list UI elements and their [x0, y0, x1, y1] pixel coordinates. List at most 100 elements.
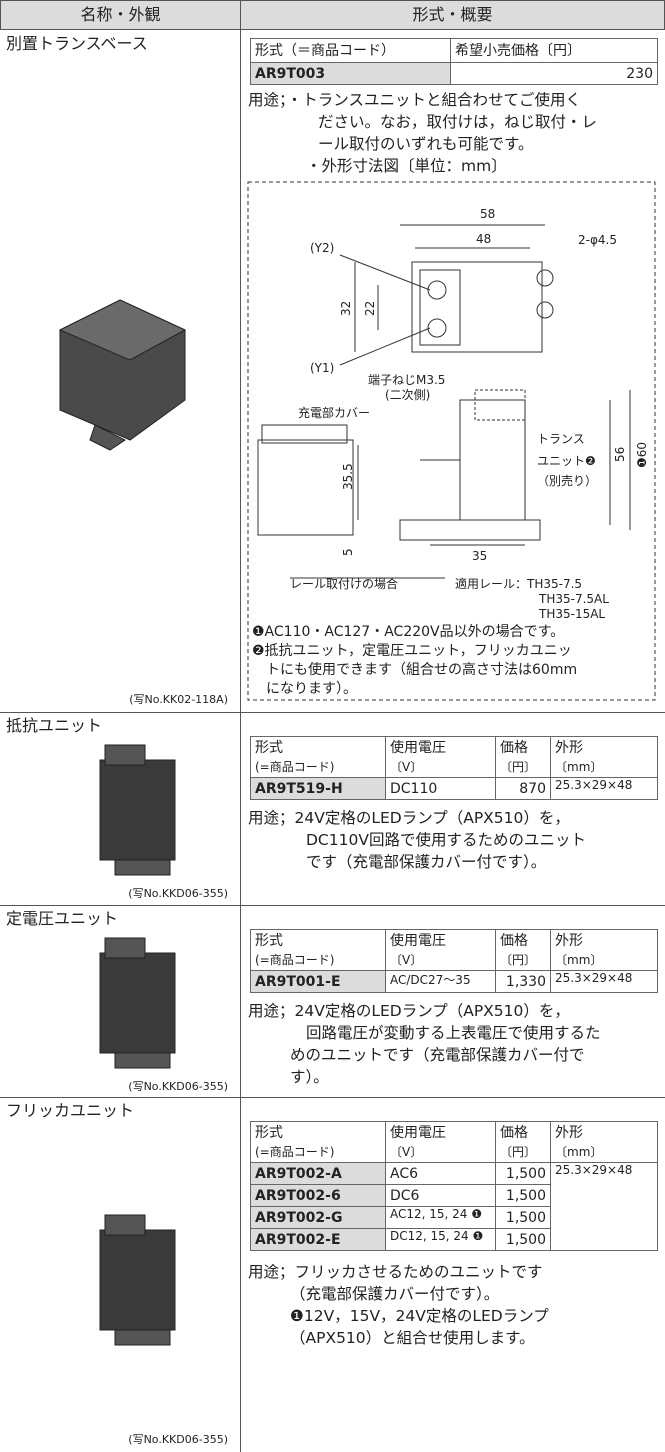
table-cell: 25.3×29×48	[550, 1162, 658, 1251]
usage-line: です（充電部保護カバー付です）。	[306, 853, 547, 871]
header-cell: 外形〔mm〕	[550, 929, 658, 971]
usage-line: 用途；24V定格のLEDランプ（APX510）を，	[248, 809, 570, 827]
dim-label: 適用レール：TH35-7.5	[455, 576, 582, 591]
spec-table: 形式 (=商品コード) 使用電圧 〔V〕 価格 〔円〕 外形 〔mm〕 AR9T519-H DC1…	[250, 736, 658, 800]
dim-label: TH35-15AL	[538, 607, 605, 621]
header-text: (=商品コード)	[255, 760, 335, 774]
dim-label: 端子ねじM3.5	[368, 373, 445, 387]
table-cell: AC6	[385, 1162, 496, 1185]
header-cell: 形式（＝商品コード）	[250, 38, 451, 63]
table-cell: AR9T002-E	[250, 1228, 386, 1251]
row-divider	[0, 905, 665, 906]
header-text: 外形	[555, 933, 583, 949]
table-cell: 25.3×29×48	[550, 970, 658, 993]
header-row: 形式 (=商品コード) 使用電圧 〔V〕 価格 〔円〕 外形 〔mm〕	[250, 929, 658, 971]
data-row: AR9T002-E DC12, 15, 24 ❶ 1,500	[250, 1228, 658, 1251]
dim-label: （別売り）	[537, 473, 597, 488]
usage-line: ・外形寸法図〔単位：mm〕	[306, 157, 507, 175]
table-cell: AC12, 15, 24 ❶	[385, 1206, 496, 1229]
header-col2: 形式・概要	[240, 0, 665, 30]
note-line: になります）。	[266, 681, 357, 697]
photo-caption: (写No.KKD06-355)	[128, 1433, 228, 1446]
photo	[99, 744, 176, 876]
header-text: 〔mm〕	[555, 760, 603, 774]
dim-label: (二次側)	[385, 388, 430, 402]
row-divider	[0, 712, 665, 713]
diagram-labels: 58 48 2-φ4.5 (Y2) 32 22 (Y1) 端子ねじM3.5 (二…	[290, 207, 649, 621]
item-name: 別置トランスベース	[6, 34, 148, 53]
column-divider	[240, 30, 241, 1452]
header-col1: 名称・外観	[0, 0, 241, 30]
dim-label: ❶60	[635, 442, 649, 468]
usage-line: ださい。なお，取付けは，ねじ取付・レ	[318, 113, 598, 131]
usage-line: （充電部保護カバー付です）。	[290, 1285, 500, 1303]
header-cell: 希望小売価格〔円〕	[450, 38, 658, 63]
data-row: AR9T003 230	[250, 62, 658, 85]
usage-line: （APX510）と組合せ使用します。	[290, 1329, 535, 1347]
note-line: ❷抵抗ユニット，定電圧ユニット，フリッカユニッ	[252, 643, 572, 659]
dim-label: TH35-7.5AL	[538, 592, 609, 606]
dim-label: 充電部カバー	[298, 405, 370, 420]
data-row: AR9T001-E AC/DC27～35 1,330 25.3×29×48	[250, 970, 658, 993]
photo-caption: (写No.KKD06-355)	[128, 887, 228, 900]
table-cell: DC6	[385, 1184, 496, 1207]
header-text: 形式	[255, 740, 283, 756]
header-text: 形式	[255, 933, 283, 949]
header-text: (=商品コード)	[255, 953, 335, 967]
note-line: ❶AC110・AC127・AC220V品以外の場合です。	[252, 624, 565, 640]
dim-label: 22	[363, 301, 377, 316]
header-text: 〔mm〕	[555, 953, 603, 967]
usage-line: 回路電圧が変動する上表電圧で使用するた	[306, 1024, 601, 1042]
table-cell: 1,500	[495, 1206, 551, 1229]
header-text: 希望小売価格〔円〕	[455, 43, 581, 59]
header-text: 〔V〕	[390, 953, 423, 967]
header-text: 〔円〕	[500, 1145, 537, 1159]
usage-line: す）。	[290, 1068, 329, 1086]
table-cell: DC12, 15, 24 ❶	[385, 1228, 496, 1251]
header-cell: 価格 〔円〕	[495, 1121, 551, 1163]
header-cell: 使用電圧〔V〕	[385, 1121, 496, 1163]
row-divider	[0, 1097, 665, 1098]
header-cell: 形式 (=商品コード)	[250, 929, 386, 971]
header-row: 形式 (=商品コード) 使用電圧 〔V〕 価格 〔円〕 外形 〔mm〕	[250, 1121, 658, 1163]
photo-caption: (写No.KK02-118A)	[129, 693, 228, 706]
table-cell: AR9T519-H	[250, 777, 386, 800]
header-cell: 形式 (=商品コード)	[250, 1121, 386, 1163]
data-row: AR9T519-H DC110 870 25.3×29×48	[250, 777, 658, 800]
usage-line: ❶12V，15V，24V定格のLEDランプ	[290, 1307, 549, 1325]
usage-line: ール取付のいずれも可能です。	[318, 135, 534, 153]
table-cell: DC110	[385, 777, 496, 800]
item-name: 抵抗ユニット	[6, 716, 103, 735]
data-row: AR9T002-A AC6 1,500 25.3×29×48	[250, 1162, 658, 1251]
usage-line: 用途；24V定格のLEDランプ（APX510）を，	[248, 1002, 570, 1020]
photo	[99, 937, 176, 1069]
header-text: 価格	[500, 740, 528, 756]
note-line: トにも使用できます（組合せの高さ寸法は60mm	[266, 662, 578, 678]
header-text: 使用電圧	[390, 933, 446, 949]
table-cell: 1,500	[495, 1162, 551, 1185]
header-text: 価格	[500, 933, 528, 949]
header-text: (=商品コード)	[255, 1145, 335, 1159]
table-cell: AR9T002-G	[250, 1206, 386, 1229]
header-cell: 外形 〔mm〕	[550, 736, 658, 778]
spec-table: 形式 (=商品コード) 使用電圧 〔V〕 価格 〔円〕 外形 〔mm〕 AR9T001-E AC/…	[250, 929, 658, 993]
header-row: 形式 (=商品コード) 使用電圧 〔V〕 価格 〔円〕 外形 〔mm〕	[250, 736, 658, 778]
spec-table: 形式 (=商品コード) 使用電圧 〔V〕 価格 〔円〕 外形 〔mm〕 AR9T002-A AC6…	[250, 1121, 658, 1251]
header-cell: 形式 (=商品コード)	[250, 736, 386, 778]
photo-caption: (写No.KKD06-355)	[128, 1080, 228, 1093]
table-cell: 1,500	[495, 1184, 551, 1207]
dim-label: レール取付けの場合	[290, 576, 398, 591]
dim-label: 35	[472, 549, 487, 563]
header-text: 〔V〕	[390, 1145, 423, 1159]
photo	[58, 299, 187, 451]
dim-label: (Y1)	[310, 361, 334, 375]
table-cell: AC/DC27～35	[385, 970, 496, 993]
diagram-box	[247, 181, 656, 701]
usage-line: DC110V回路で使用するためのユニット	[306, 831, 586, 849]
header-text: 〔V〕	[390, 760, 423, 774]
dim-label: トランス	[537, 432, 585, 446]
header-text: 価格	[500, 1125, 528, 1141]
header-text: 使用電圧	[390, 1125, 446, 1141]
data-row: AR9T002-6 DC6 1,500	[250, 1184, 658, 1207]
